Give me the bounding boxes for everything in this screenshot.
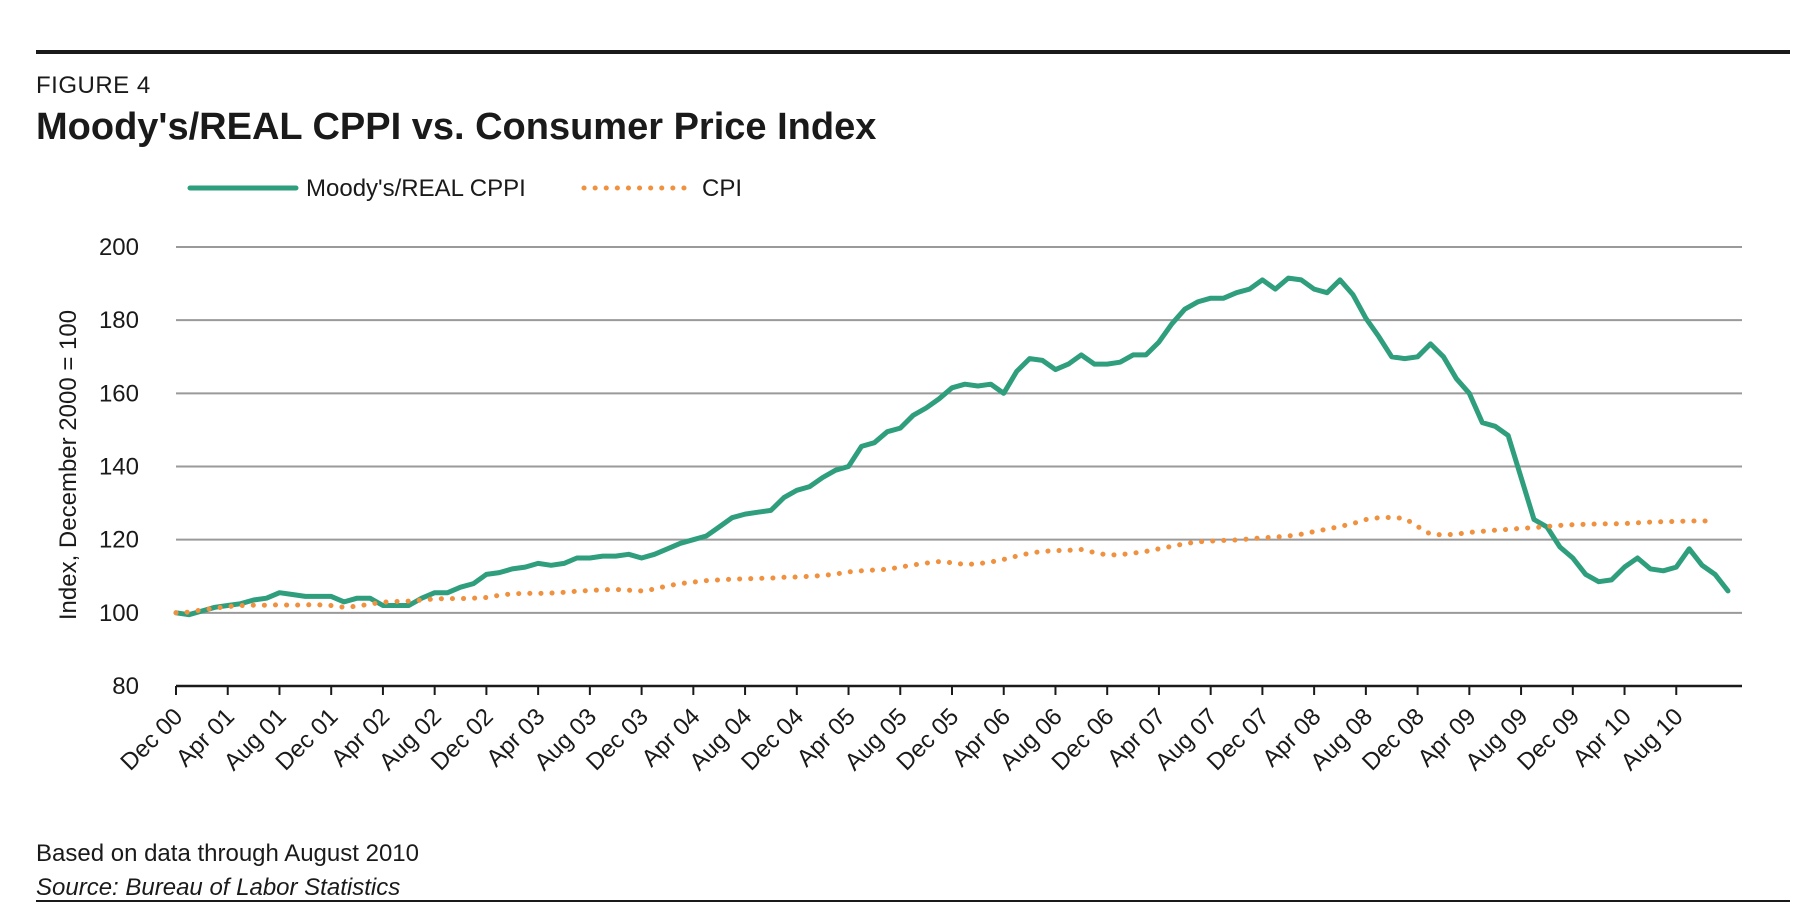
y-tick-label-160: 160 (99, 380, 139, 407)
y-axis-label: Index, December 2000 = 100 (55, 310, 82, 620)
gridlines (176, 246, 1742, 688)
y-tick-label-120: 120 (99, 527, 139, 554)
series-line-cppi (173, 275, 1731, 618)
y-axis: 80 100 120 140 160 180 200 (99, 234, 139, 700)
y-tick-label-180: 180 (99, 307, 139, 334)
legend-label-cppi: Moody's/REAL CPPI (306, 175, 526, 202)
y-tick-label-140: 140 (99, 454, 139, 481)
bottom-rule (36, 900, 1790, 902)
data-note: Based on data through August 2010 (36, 840, 419, 867)
x-tick-label: Dec 00 (115, 703, 188, 776)
source-note: Source: Bureau of Labor Statistics (36, 874, 401, 901)
top-rule (36, 50, 1790, 54)
plot-area (173, 275, 1731, 618)
y-tick-label-200: 200 (99, 234, 139, 261)
figure-title: Moody's/REAL CPPI vs. Consumer Price Ind… (36, 106, 877, 148)
figure-label: FIGURE 4 (36, 72, 151, 99)
legend: Moody's/REAL CPPI CPI (187, 175, 742, 202)
series-line-cpi (173, 514, 1718, 616)
legend-label-cpi: CPI (702, 175, 742, 202)
y-tick-label-80: 80 (112, 673, 139, 700)
y-tick-label-100: 100 (99, 600, 139, 627)
